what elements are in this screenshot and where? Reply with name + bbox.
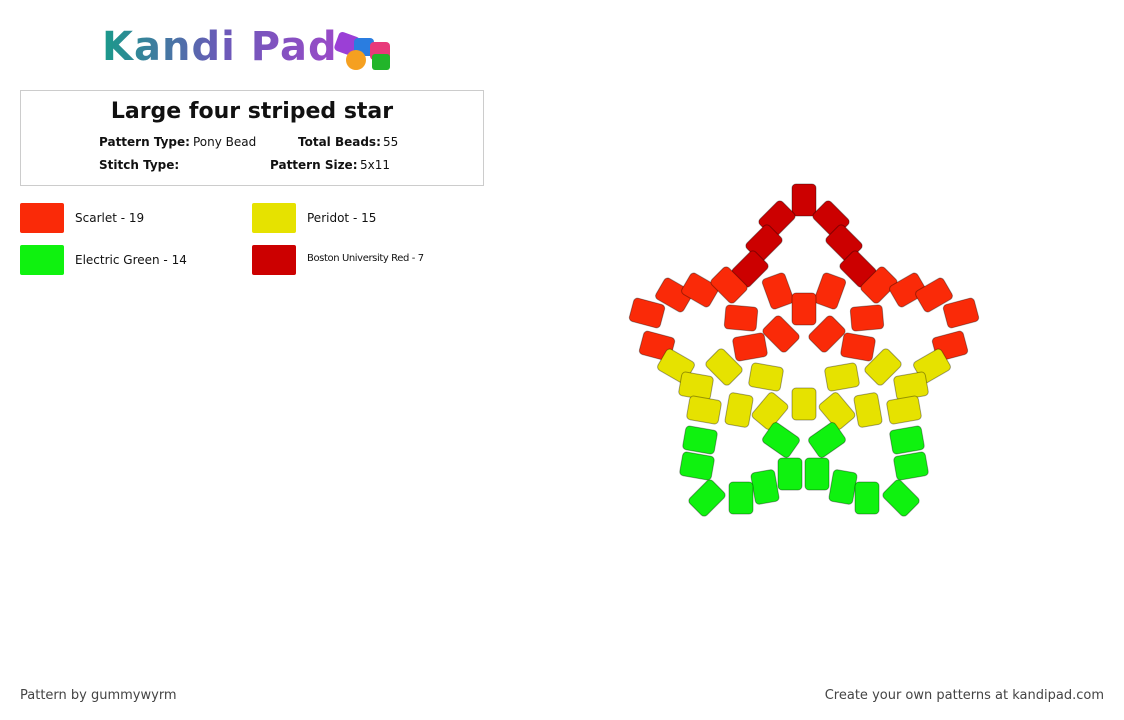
legend-label: Electric Green - 14 (75, 253, 187, 267)
bead (853, 392, 883, 428)
bead (915, 277, 953, 313)
bead (849, 304, 885, 332)
bead (804, 457, 830, 491)
legend-label: Scarlet - 19 (75, 211, 145, 225)
pattern-title: Large four striped star (110, 99, 394, 124)
info-value: 5x11 (360, 158, 391, 172)
bead (777, 457, 803, 491)
bead (724, 392, 754, 428)
logo-beads (334, 31, 390, 70)
bead (813, 272, 847, 310)
info-label: Pattern Size: (270, 158, 358, 172)
bead (705, 348, 743, 386)
bead (791, 183, 817, 217)
footer-credit[interactable]: Pattern by gummywyrm (20, 688, 177, 703)
bead (762, 315, 800, 353)
bead (750, 469, 780, 505)
footer-promo[interactable]: Create your own patterns at kandipad.com (824, 688, 1104, 703)
bead (818, 392, 856, 430)
bead (854, 481, 880, 515)
pattern-card: Large four striped star Pattern Type: Po… (20, 90, 484, 186)
bead (751, 392, 789, 430)
bead (748, 362, 784, 392)
bead (732, 332, 768, 362)
bead (628, 297, 666, 329)
bead (655, 277, 693, 313)
bead (723, 304, 759, 332)
legend-label: Boston University Red - 7 (307, 253, 424, 264)
bead (710, 266, 748, 304)
bead (886, 395, 922, 425)
bead (893, 451, 929, 481)
legend-label: Peridot - 15 (307, 211, 377, 225)
info-value: 55 (383, 135, 399, 149)
color-swatch (20, 203, 64, 233)
bead (889, 425, 925, 455)
bead (791, 292, 817, 326)
color-swatch (252, 203, 296, 233)
info-label: Stitch Type: (99, 158, 180, 172)
bead (828, 469, 858, 505)
bead (942, 297, 980, 329)
bead (791, 387, 817, 421)
bead (679, 451, 715, 481)
bead (864, 348, 902, 386)
bead (808, 315, 846, 353)
info-value: Pony Bead (193, 135, 257, 149)
bead (682, 425, 718, 455)
info-label: Pattern Type: (99, 135, 190, 149)
info-label: Total Beads: (298, 135, 381, 149)
logo[interactable]: Kandi Pad (102, 24, 338, 70)
bead (728, 481, 754, 515)
color-swatch (20, 245, 64, 275)
color-swatch (252, 245, 296, 275)
bead (860, 266, 898, 304)
bead (688, 479, 726, 517)
bead (889, 272, 927, 308)
bead (681, 272, 719, 308)
bead (761, 272, 795, 310)
bead (686, 395, 722, 425)
bead (882, 479, 920, 517)
bead (824, 362, 860, 392)
bead (808, 422, 846, 458)
bead (840, 332, 876, 362)
bead (762, 422, 800, 458)
